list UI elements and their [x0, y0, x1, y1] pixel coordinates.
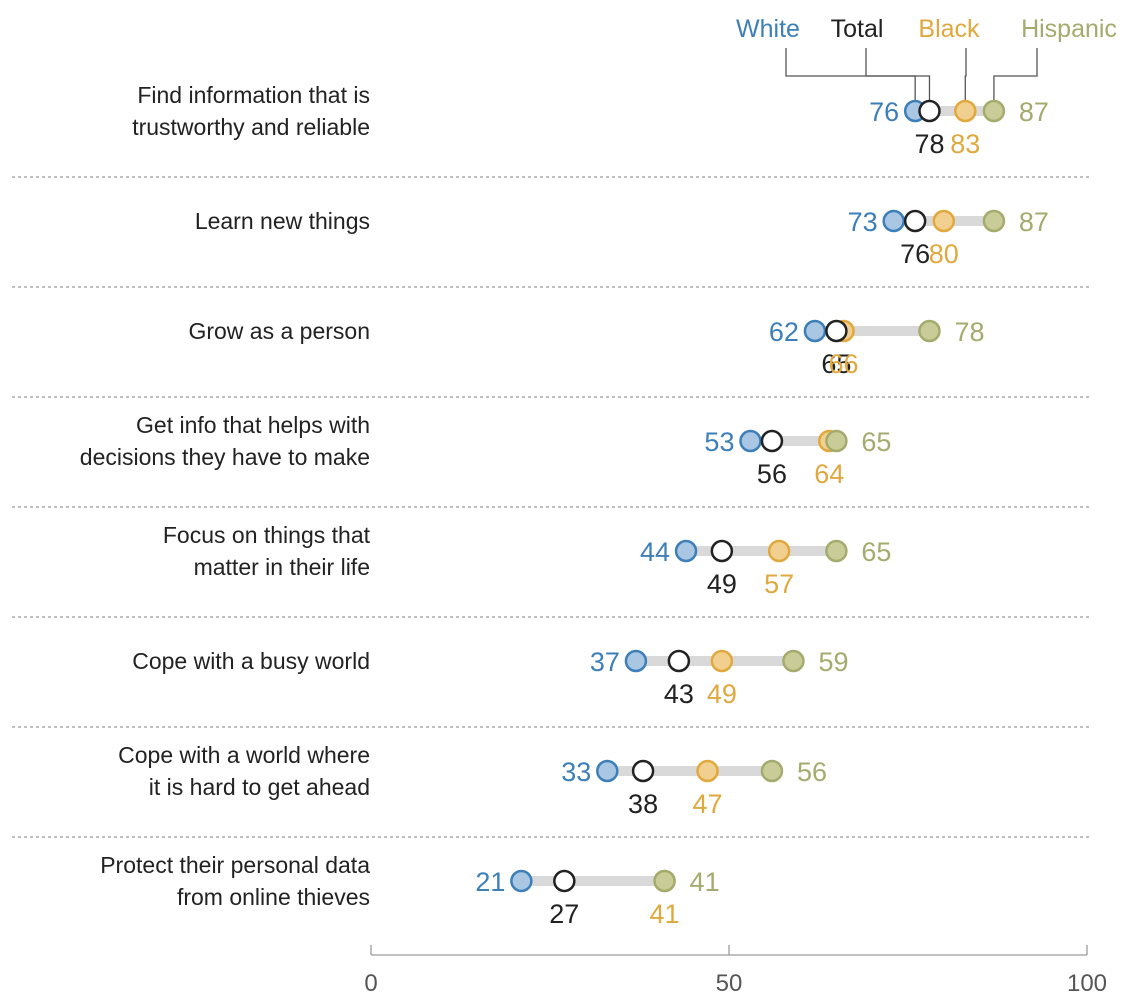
value-label-black: 83 — [950, 129, 980, 159]
dot-total — [918, 99, 941, 123]
value-label-black: 49 — [707, 679, 737, 709]
category-label: decisions they have to make — [80, 444, 370, 470]
value-label-total: 27 — [549, 899, 579, 929]
dot-white — [624, 649, 648, 673]
value-label-total: 49 — [707, 569, 737, 599]
chart-row: Find information that is trustworthy and … — [12, 82, 1092, 178]
legend-total: Total — [831, 15, 884, 43]
x-tick-label: 0 — [364, 970, 377, 997]
dot-white — [803, 319, 827, 343]
chart-row: Cope with a world where it is hard to get… — [12, 742, 1092, 838]
dot-hispanic — [918, 319, 941, 343]
dot-hispanic — [982, 209, 1006, 233]
dot-total — [710, 539, 734, 563]
dot-total — [903, 209, 927, 233]
category-label: Focus on things that — [163, 522, 371, 548]
value-label-total: 78 — [914, 129, 944, 159]
dot-white — [674, 539, 698, 563]
value-label-black: 64 — [814, 459, 844, 489]
category-label: from online thieves — [177, 884, 370, 910]
category-label: trustworthy and reliable — [132, 114, 370, 140]
dot-white — [596, 759, 619, 783]
value-label-hispanic: 78 — [954, 317, 984, 347]
legend-leader-white — [785, 48, 916, 101]
legend-leader-hispanic — [993, 48, 1038, 101]
category-label: matter in their life — [194, 554, 370, 580]
category-label: Cope with a world where — [118, 742, 370, 768]
value-label-hispanic: 87 — [1019, 207, 1049, 237]
value-label-black: 66 — [829, 349, 859, 379]
dot-hispanic — [825, 539, 848, 563]
value-label-hispanic: 65 — [861, 427, 891, 457]
value-label-white: 73 — [848, 207, 878, 237]
value-label-hispanic: 59 — [818, 647, 848, 677]
category-label: Grow as a person — [188, 318, 370, 344]
dot-black — [710, 649, 734, 673]
x-tick-label: 100 — [1067, 970, 1107, 997]
category-label: Find information that is — [137, 82, 370, 108]
dot-black — [767, 539, 791, 563]
legend-hispanic: Hispanic — [1021, 15, 1117, 43]
value-label-hispanic: 41 — [690, 867, 720, 897]
dot-hispanic — [760, 759, 784, 783]
dot-black — [696, 759, 719, 783]
value-label-white: 33 — [561, 757, 591, 787]
value-label-hispanic: 56 — [797, 757, 827, 787]
category-label: Cope with a busy world — [132, 648, 370, 674]
value-label-white: 44 — [640, 537, 670, 567]
chart-row: Focus on things that matter in their life… — [12, 522, 1092, 618]
dot-hispanic — [825, 429, 848, 453]
value-label-total: 56 — [757, 459, 787, 489]
dot-white — [510, 869, 533, 893]
legend-leader-total — [865, 48, 931, 101]
dot-total — [760, 429, 784, 453]
dot-hispanic — [782, 649, 805, 673]
legend: White Total Black Hispanic — [736, 15, 1117, 101]
x-axis: 0 50 100 — [364, 945, 1107, 997]
value-label-white: 62 — [769, 317, 799, 347]
value-label-total: 76 — [900, 239, 930, 269]
value-label-total: 65 — [821, 349, 851, 379]
category-label: it is hard to get ahead — [149, 774, 370, 800]
value-label-total: 38 — [628, 789, 658, 819]
value-label-white: 21 — [475, 867, 505, 897]
dot-hispanic — [653, 869, 676, 893]
value-label-hispanic: 87 — [1019, 97, 1049, 127]
value-label-black: 80 — [929, 239, 959, 269]
dot-total — [667, 649, 691, 673]
chart-row: Protect their personal data from online t… — [100, 852, 719, 929]
value-label-hispanic: 65 — [861, 537, 891, 567]
dot-total — [553, 869, 576, 893]
legend-black: Black — [918, 15, 980, 43]
value-label-white: 76 — [869, 97, 899, 127]
legend-leader-black — [964, 48, 967, 101]
dot-black — [932, 209, 956, 233]
category-label: Protect their personal data — [100, 852, 370, 878]
value-label-white: 37 — [590, 647, 620, 677]
dot-white — [882, 209, 905, 233]
dot-white — [739, 429, 762, 453]
dot-total — [825, 319, 848, 343]
dot-hispanic — [982, 99, 1006, 123]
chart-row: Cope with a busy world 37 59 43 49 — [12, 647, 1092, 728]
category-label: Get info that helps with — [136, 412, 370, 438]
dot-total — [631, 759, 655, 783]
dot-black — [954, 99, 977, 123]
x-tick-label: 50 — [716, 970, 743, 997]
chart-row: Get info that helps with decisions they h… — [12, 412, 1092, 508]
value-label-black: 47 — [692, 789, 722, 819]
value-label-black: 57 — [764, 569, 794, 599]
category-label: Learn new things — [195, 208, 370, 234]
legend-white: White — [736, 15, 800, 43]
value-label-black: 41 — [650, 899, 680, 929]
value-label-total: 43 — [664, 679, 694, 709]
chart-rows: Find information that is trustworthy and … — [12, 82, 1092, 929]
value-label-white: 53 — [704, 427, 734, 457]
